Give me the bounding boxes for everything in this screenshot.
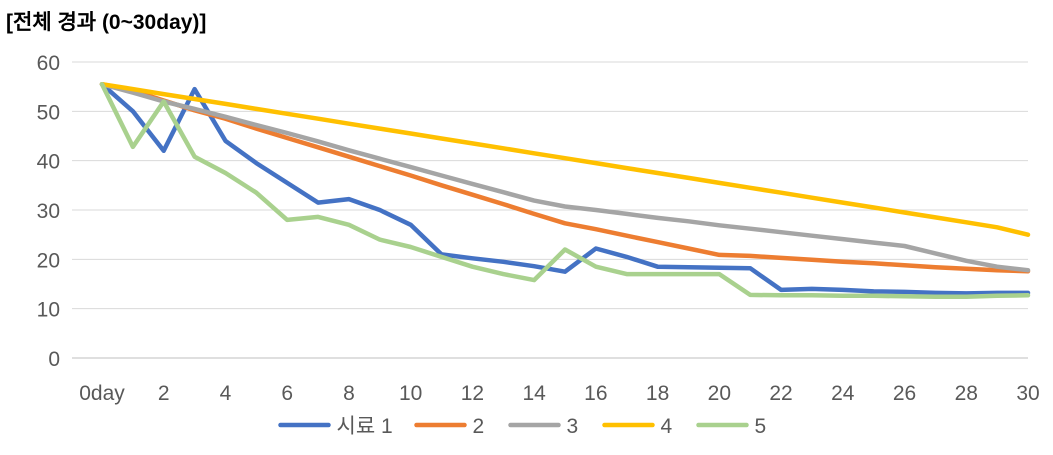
x-tick-label: 14 xyxy=(522,382,546,405)
x-tick-label: 18 xyxy=(646,382,669,405)
x-tick-label: 6 xyxy=(281,382,293,405)
y-tick-label: 30 xyxy=(37,200,60,223)
y-tick-label: 60 xyxy=(37,52,60,75)
x-tick-label: 2 xyxy=(158,382,170,405)
x-tick-label: 26 xyxy=(893,382,916,405)
x-tick-label: 4 xyxy=(220,382,232,405)
y-tick-label: 40 xyxy=(37,151,60,174)
legend-label-4: 4 xyxy=(661,415,673,438)
y-tick-label: 0 xyxy=(48,348,60,371)
y-tick-label: 50 xyxy=(37,101,60,124)
x-tick-label: 12 xyxy=(461,382,484,405)
legend-label-2: 2 xyxy=(473,415,485,438)
x-tick-label: 0day xyxy=(79,382,125,405)
series-line-4 xyxy=(99,81,1031,237)
x-tick-label: 20 xyxy=(708,382,731,405)
x-tick-label: 28 xyxy=(955,382,978,405)
series-line-1 xyxy=(99,81,1031,296)
x-tick-label: 24 xyxy=(831,382,855,405)
series-line-2 xyxy=(99,81,1031,274)
series-line-5 xyxy=(99,81,1031,300)
chart-title: [전체 경과 (0~30day)] xyxy=(6,11,207,34)
x-tick-label: 10 xyxy=(399,382,422,405)
legend-label-5: 5 xyxy=(755,415,767,438)
y-tick-label: 20 xyxy=(37,249,60,272)
x-tick-label: 16 xyxy=(584,382,607,405)
legend-label-1: 시료 1 xyxy=(337,415,393,438)
legend-label-3: 3 xyxy=(567,415,579,438)
y-tick-label: 10 xyxy=(37,299,60,322)
x-tick-label: 30 xyxy=(1016,382,1039,405)
series-line-3 xyxy=(99,81,1031,273)
x-tick-label: 8 xyxy=(343,382,355,405)
x-tick-label: 22 xyxy=(769,382,792,405)
